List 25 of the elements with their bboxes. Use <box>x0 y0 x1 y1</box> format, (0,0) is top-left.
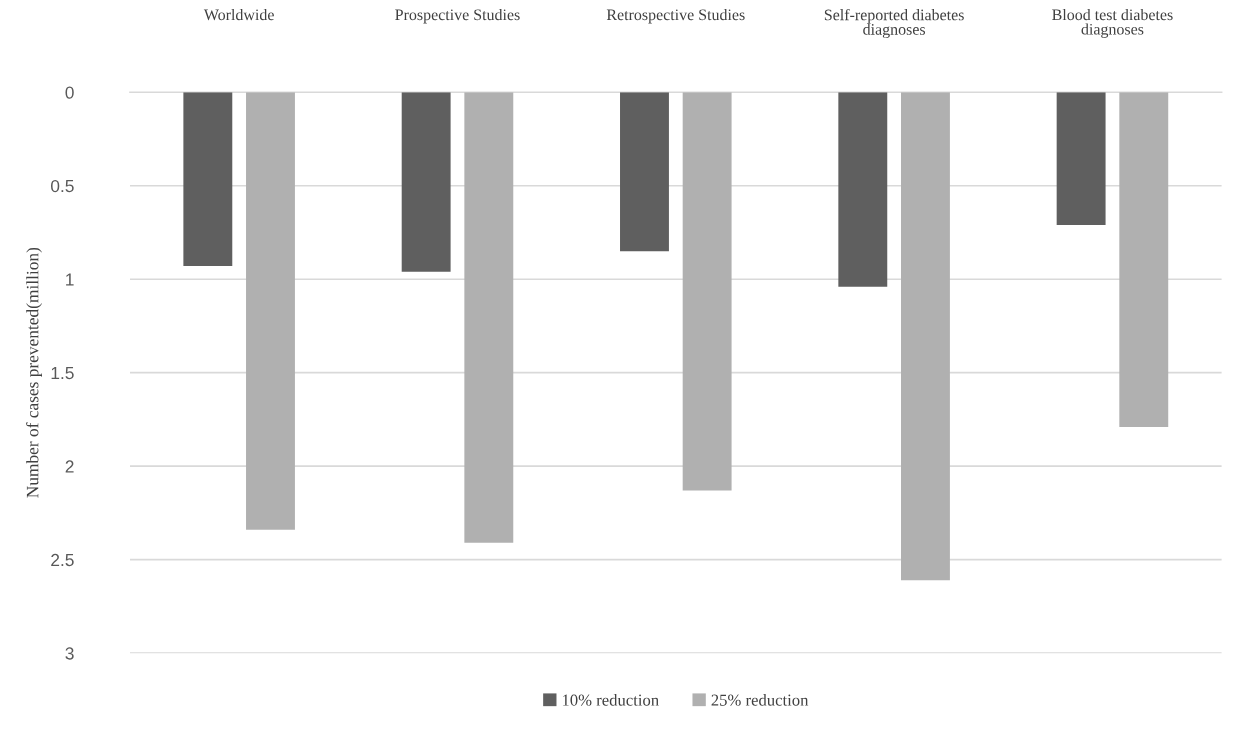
bar <box>1056 92 1106 225</box>
bar <box>183 92 233 267</box>
bar <box>1119 92 1169 427</box>
y-tick-label: 0 <box>65 86 74 99</box>
bar <box>901 92 950 581</box>
x-tick-label: Retrospective Studies <box>606 8 745 24</box>
x-tick-label: Worldwide <box>203 8 274 21</box>
y-axis-title: Number of cases prevented(million) <box>26 247 42 498</box>
bar <box>682 92 732 491</box>
bar <box>464 92 514 543</box>
y-tick-label: 1.5 <box>51 367 74 380</box>
y-tick-label: 1 <box>66 273 74 286</box>
y-tick-label: 3 <box>65 647 74 660</box>
bar <box>401 92 451 272</box>
legend-label: 25% reduction <box>711 694 809 706</box>
x-tick-label: Prospective Studies <box>395 8 520 24</box>
y-tick-label: 0.5 <box>50 179 74 193</box>
x-tick-label: Self-reported diabetes diagnoses <box>824 8 964 39</box>
bar <box>838 92 888 287</box>
x-tick-label: Blood test diabetes diagnoses <box>1052 8 1173 38</box>
legend-label: 10% reduction <box>562 694 659 706</box>
y-tick-label: 2.5 <box>51 553 74 567</box>
y-tick-label: 2 <box>65 460 74 473</box>
bar <box>246 92 295 530</box>
bar <box>620 92 669 252</box>
